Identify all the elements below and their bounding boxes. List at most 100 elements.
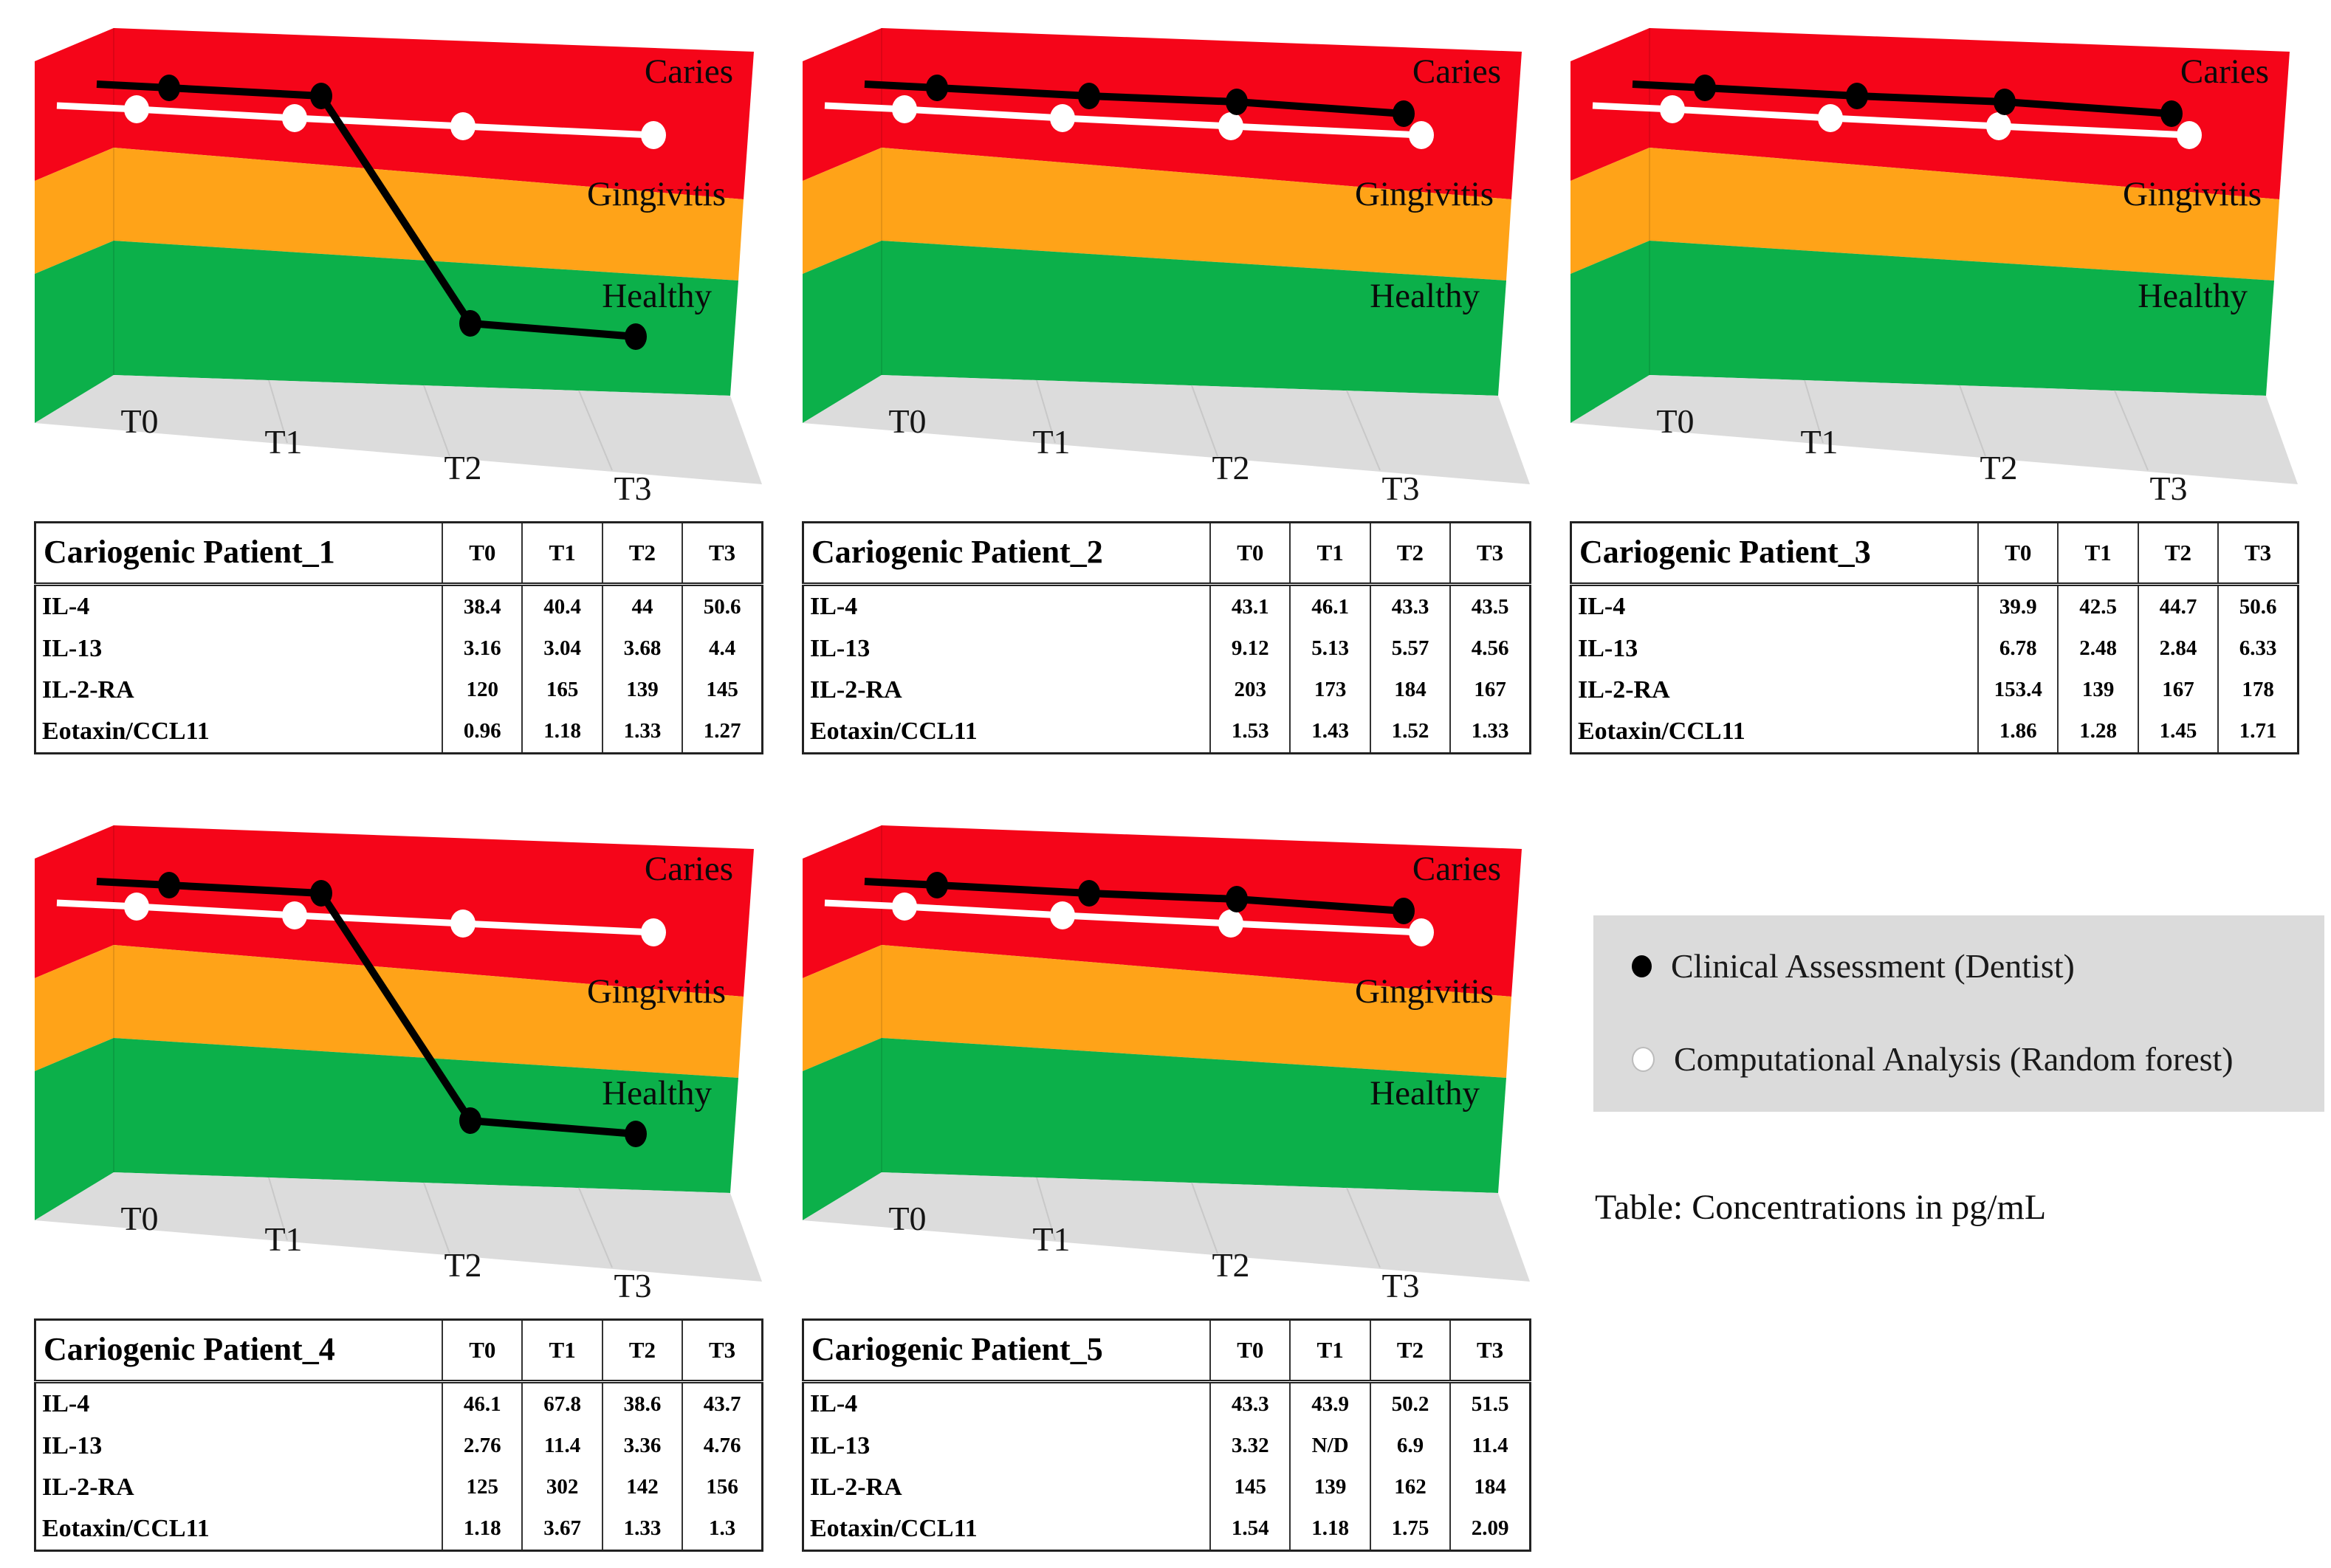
analyte-label: IL-13	[42, 634, 103, 662]
value-cell: 43.3	[1369, 584, 1451, 628]
value-cell: 1.43	[1289, 710, 1370, 754]
value-cell: 1.28	[2057, 710, 2138, 754]
band-label-caries: Caries	[1412, 850, 1501, 888]
value-cell: 6.9	[1369, 1425, 1451, 1467]
analyte-label: IL-13	[1578, 634, 1638, 662]
table-header-row: Cariogenic Patient_5 T0 T1 T2 T3	[803, 1319, 1531, 1383]
value-cell: 51.5	[1449, 1381, 1531, 1426]
chart-patient-3: Caries Gingivitis Healthy T0 T1 T2 T3	[1564, 6, 2311, 526]
col-header-t3: T3	[1449, 522, 1531, 586]
col-header-t3: T3	[682, 1319, 763, 1383]
band-label-healthy: Healthy	[602, 277, 712, 315]
value-cell: 2.09	[1449, 1507, 1531, 1551]
col-header-t1: T1	[1289, 1319, 1370, 1383]
col-header-t1: T1	[521, 522, 603, 586]
value-cell: 3.36	[601, 1425, 683, 1467]
band-label-gingivitis: Gingivitis	[1355, 175, 1494, 213]
table-row: Eotaxin/CCL11 1.18 3.67 1.33 1.3	[35, 1507, 763, 1551]
value-cell: 184	[1449, 1466, 1531, 1508]
value-cell: 173	[1289, 669, 1370, 711]
analyte-label: Eotaxin/CCL11	[1578, 717, 1745, 745]
table-row: IL-2-RA 125 302 142 156	[35, 1466, 763, 1508]
table-row: Eotaxin/CCL11 1.86 1.28 1.45 1.71	[1571, 710, 2299, 754]
band-label-caries: Caries	[1412, 52, 1501, 91]
col-header-t0: T0	[1209, 1319, 1291, 1383]
table-row: IL-4 39.9 42.5 44.7 50.6	[1571, 584, 2299, 628]
band-label-healthy: Healthy	[1370, 1074, 1480, 1113]
value-cell: 153.4	[1977, 669, 2059, 711]
col-header-t0: T0	[442, 1319, 523, 1383]
value-cell: 1.45	[2137, 710, 2219, 754]
col-header-t1: T1	[1289, 522, 1370, 586]
chart-patient-1: Caries Gingivitis Healthy T0 T1 T2 T3	[28, 6, 775, 526]
col-header-t0: T0	[1977, 522, 2059, 586]
value-cell: 203	[1209, 669, 1291, 711]
value-cell: 4.76	[682, 1425, 763, 1467]
table-row: IL-13 3.16 3.04 3.68 4.4	[35, 627, 763, 670]
value-cell: 145	[1209, 1466, 1291, 1508]
value-cell: 0.96	[442, 710, 523, 754]
value-cell: 1.33	[1449, 710, 1531, 754]
analyte-label: IL-4	[810, 1390, 858, 1418]
table-row: IL-2-RA 145 139 162 184	[803, 1466, 1531, 1508]
value-cell: 46.1	[442, 1381, 523, 1426]
value-cell: 1.54	[1209, 1507, 1291, 1551]
value-cell: N/D	[1289, 1425, 1370, 1467]
value-cell: 50.6	[2217, 584, 2299, 628]
table-header-row: Cariogenic Patient_3 T0 T1 T2 T3	[1570, 522, 2299, 586]
analyte-label: IL-4	[42, 1390, 90, 1418]
analyte-label: IL-2-RA	[810, 1473, 902, 1501]
x-tick-t0: T0	[120, 1200, 158, 1237]
band-label-gingivitis: Gingivitis	[587, 175, 726, 213]
band-label-healthy: Healthy	[2138, 277, 2248, 315]
table-row: IL-2-RA 153.4 139 167 178	[1571, 669, 2299, 711]
table-row: IL-4 43.1 46.1 43.3 43.5	[803, 584, 1531, 628]
value-cell: 4.56	[1449, 627, 1531, 670]
value-cell: 1.33	[601, 1507, 683, 1551]
value-cell: 38.6	[601, 1381, 683, 1426]
value-cell: 3.68	[601, 627, 683, 670]
value-cell: 43.7	[682, 1381, 763, 1426]
analyte-label: Eotaxin/CCL11	[42, 717, 210, 745]
value-cell: 184	[1369, 669, 1451, 711]
value-cell: 1.52	[1369, 710, 1451, 754]
value-cell: 165	[521, 669, 603, 711]
x-tick-t3: T3	[614, 470, 651, 507]
value-cell: 178	[2217, 669, 2299, 711]
x-tick-t0: T0	[1656, 402, 1694, 440]
value-cell: 1.86	[1977, 710, 2059, 754]
value-cell: 125	[442, 1466, 523, 1508]
value-cell: 6.33	[2217, 627, 2299, 670]
value-cell: 156	[682, 1466, 763, 1508]
value-cell: 46.1	[1289, 584, 1370, 628]
analyte-label: IL-13	[810, 634, 871, 662]
value-cell: 1.18	[521, 710, 603, 754]
value-cell: 145	[682, 669, 763, 711]
band-label-healthy: Healthy	[602, 1074, 712, 1113]
x-tick-t0: T0	[888, 402, 926, 440]
table-header-row: Cariogenic Patient_2 T0 T1 T2 T3	[803, 522, 1531, 586]
value-cell: 3.32	[1209, 1425, 1291, 1467]
value-cell: 167	[1449, 669, 1531, 711]
value-cell: 139	[2057, 669, 2138, 711]
x-tick-t1: T1	[1800, 423, 1838, 461]
analyte-label: IL-4	[1578, 593, 1626, 621]
table-title: Cariogenic Patient_2	[803, 522, 1211, 586]
col-header-t2: T2	[601, 522, 683, 586]
x-tick-t3: T3	[1381, 470, 1419, 507]
analyte-label: IL-2-RA	[1578, 675, 1670, 704]
table-row: IL-2-RA 120 165 139 145	[35, 669, 763, 711]
value-cell: 43.3	[1209, 1381, 1291, 1426]
analyte-label: IL-4	[42, 593, 90, 621]
value-cell: 44.7	[2137, 584, 2219, 628]
value-cell: 43.9	[1289, 1381, 1370, 1426]
computational-marker-icon	[1632, 1046, 1655, 1072]
band-label-gingivitis: Gingivitis	[587, 972, 726, 1011]
value-cell: 3.04	[521, 627, 603, 670]
value-cell: 5.13	[1289, 627, 1370, 670]
value-cell: 2.84	[2137, 627, 2219, 670]
band-label-caries: Caries	[645, 52, 733, 91]
x-tick-t1: T1	[264, 1220, 302, 1258]
table-row: IL-13 6.78 2.48 2.84 6.33	[1571, 627, 2299, 670]
